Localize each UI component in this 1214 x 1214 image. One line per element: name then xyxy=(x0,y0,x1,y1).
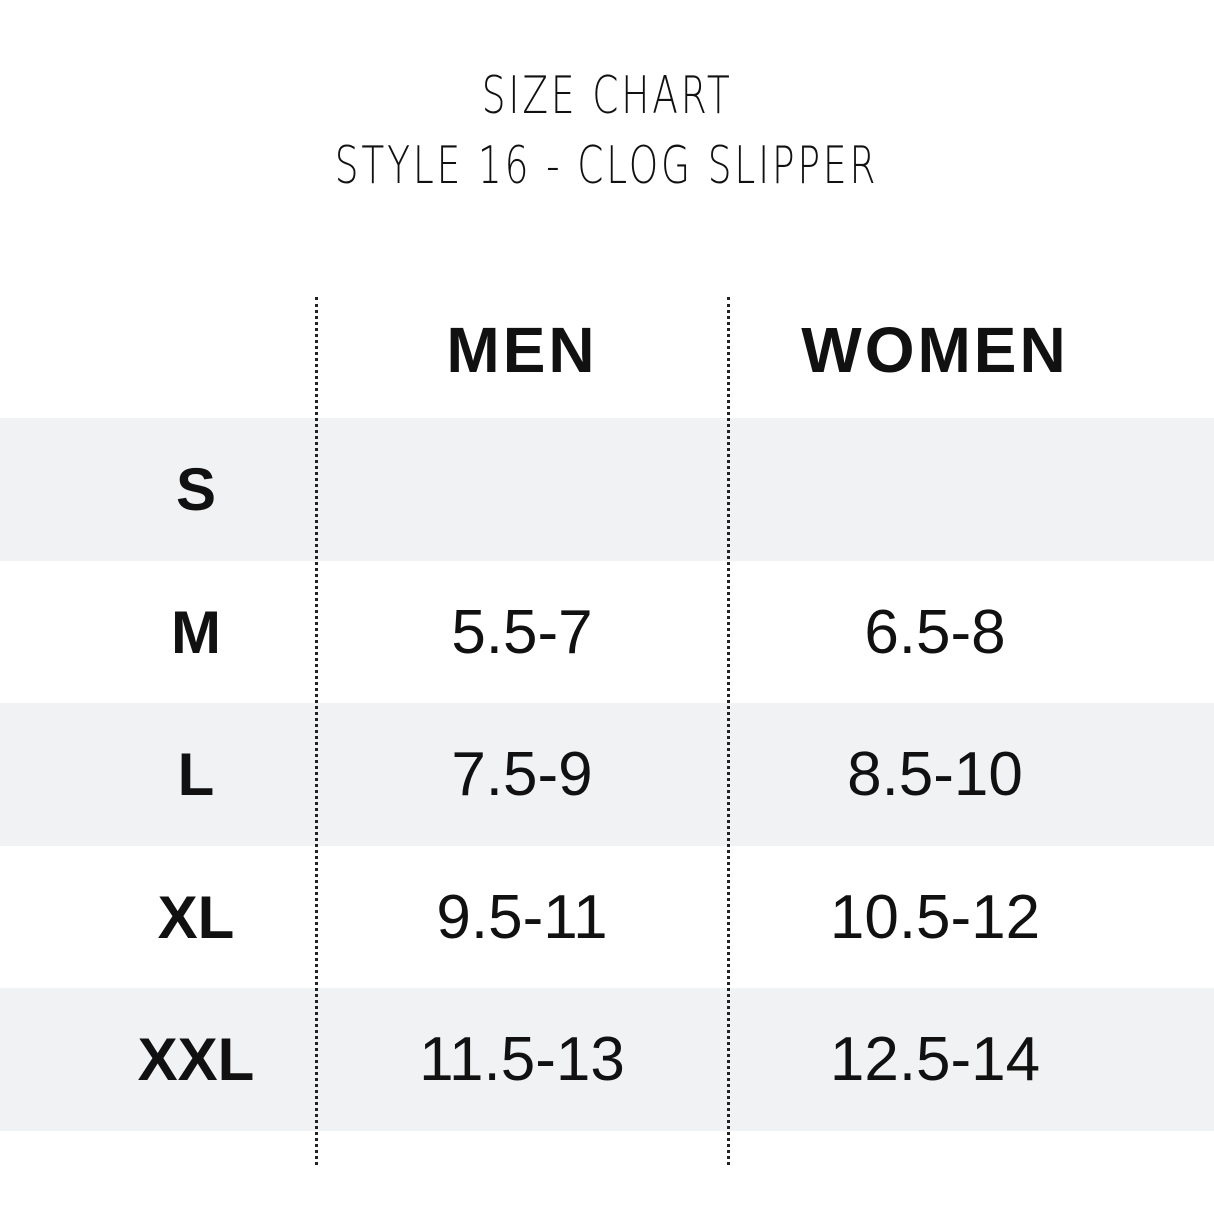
column-divider xyxy=(315,297,318,1165)
title-line-1: SIZE CHART xyxy=(481,66,733,126)
men-size-cell: 9.5-11 xyxy=(436,882,608,952)
size-cell: L xyxy=(177,741,215,808)
men-size-cell xyxy=(372,418,672,561)
women-size-cell: 12.5-14 xyxy=(829,1025,1041,1094)
table-row: M 5.5-7 6.5-8 xyxy=(0,561,1214,704)
men-size-cell: 7.5-9 xyxy=(451,740,593,809)
chart-subtitle: STYLE 16 - CLOG SLIPPER xyxy=(0,136,1214,196)
header-men: MEN xyxy=(446,314,598,386)
table-row: L 7.5-9 8.5-10 xyxy=(0,703,1214,846)
chart-title: SIZE CHART xyxy=(0,66,1214,126)
men-size-cell: 5.5-7 xyxy=(451,597,593,667)
women-size-cell: 10.5-12 xyxy=(829,882,1041,952)
size-cell: M xyxy=(171,598,221,666)
size-cell: S xyxy=(175,456,217,523)
column-divider xyxy=(727,297,730,1165)
size-cell: XXL xyxy=(137,1026,255,1093)
header-women: WOMEN xyxy=(801,314,1069,386)
title-line-2: STYLE 16 - CLOG SLIPPER xyxy=(335,136,879,196)
table-row: S xyxy=(0,418,1214,561)
men-size-cell: 11.5-13 xyxy=(419,1025,625,1094)
women-size-cell: 6.5-8 xyxy=(864,597,1006,667)
table-row: XL 9.5-11 10.5-12 xyxy=(0,846,1214,989)
women-size-cell: 8.5-10 xyxy=(847,740,1023,809)
table-row: XXL 11.5-13 12.5-14 xyxy=(0,988,1214,1131)
women-size-cell xyxy=(785,418,1085,561)
size-cell: XL xyxy=(157,883,235,951)
